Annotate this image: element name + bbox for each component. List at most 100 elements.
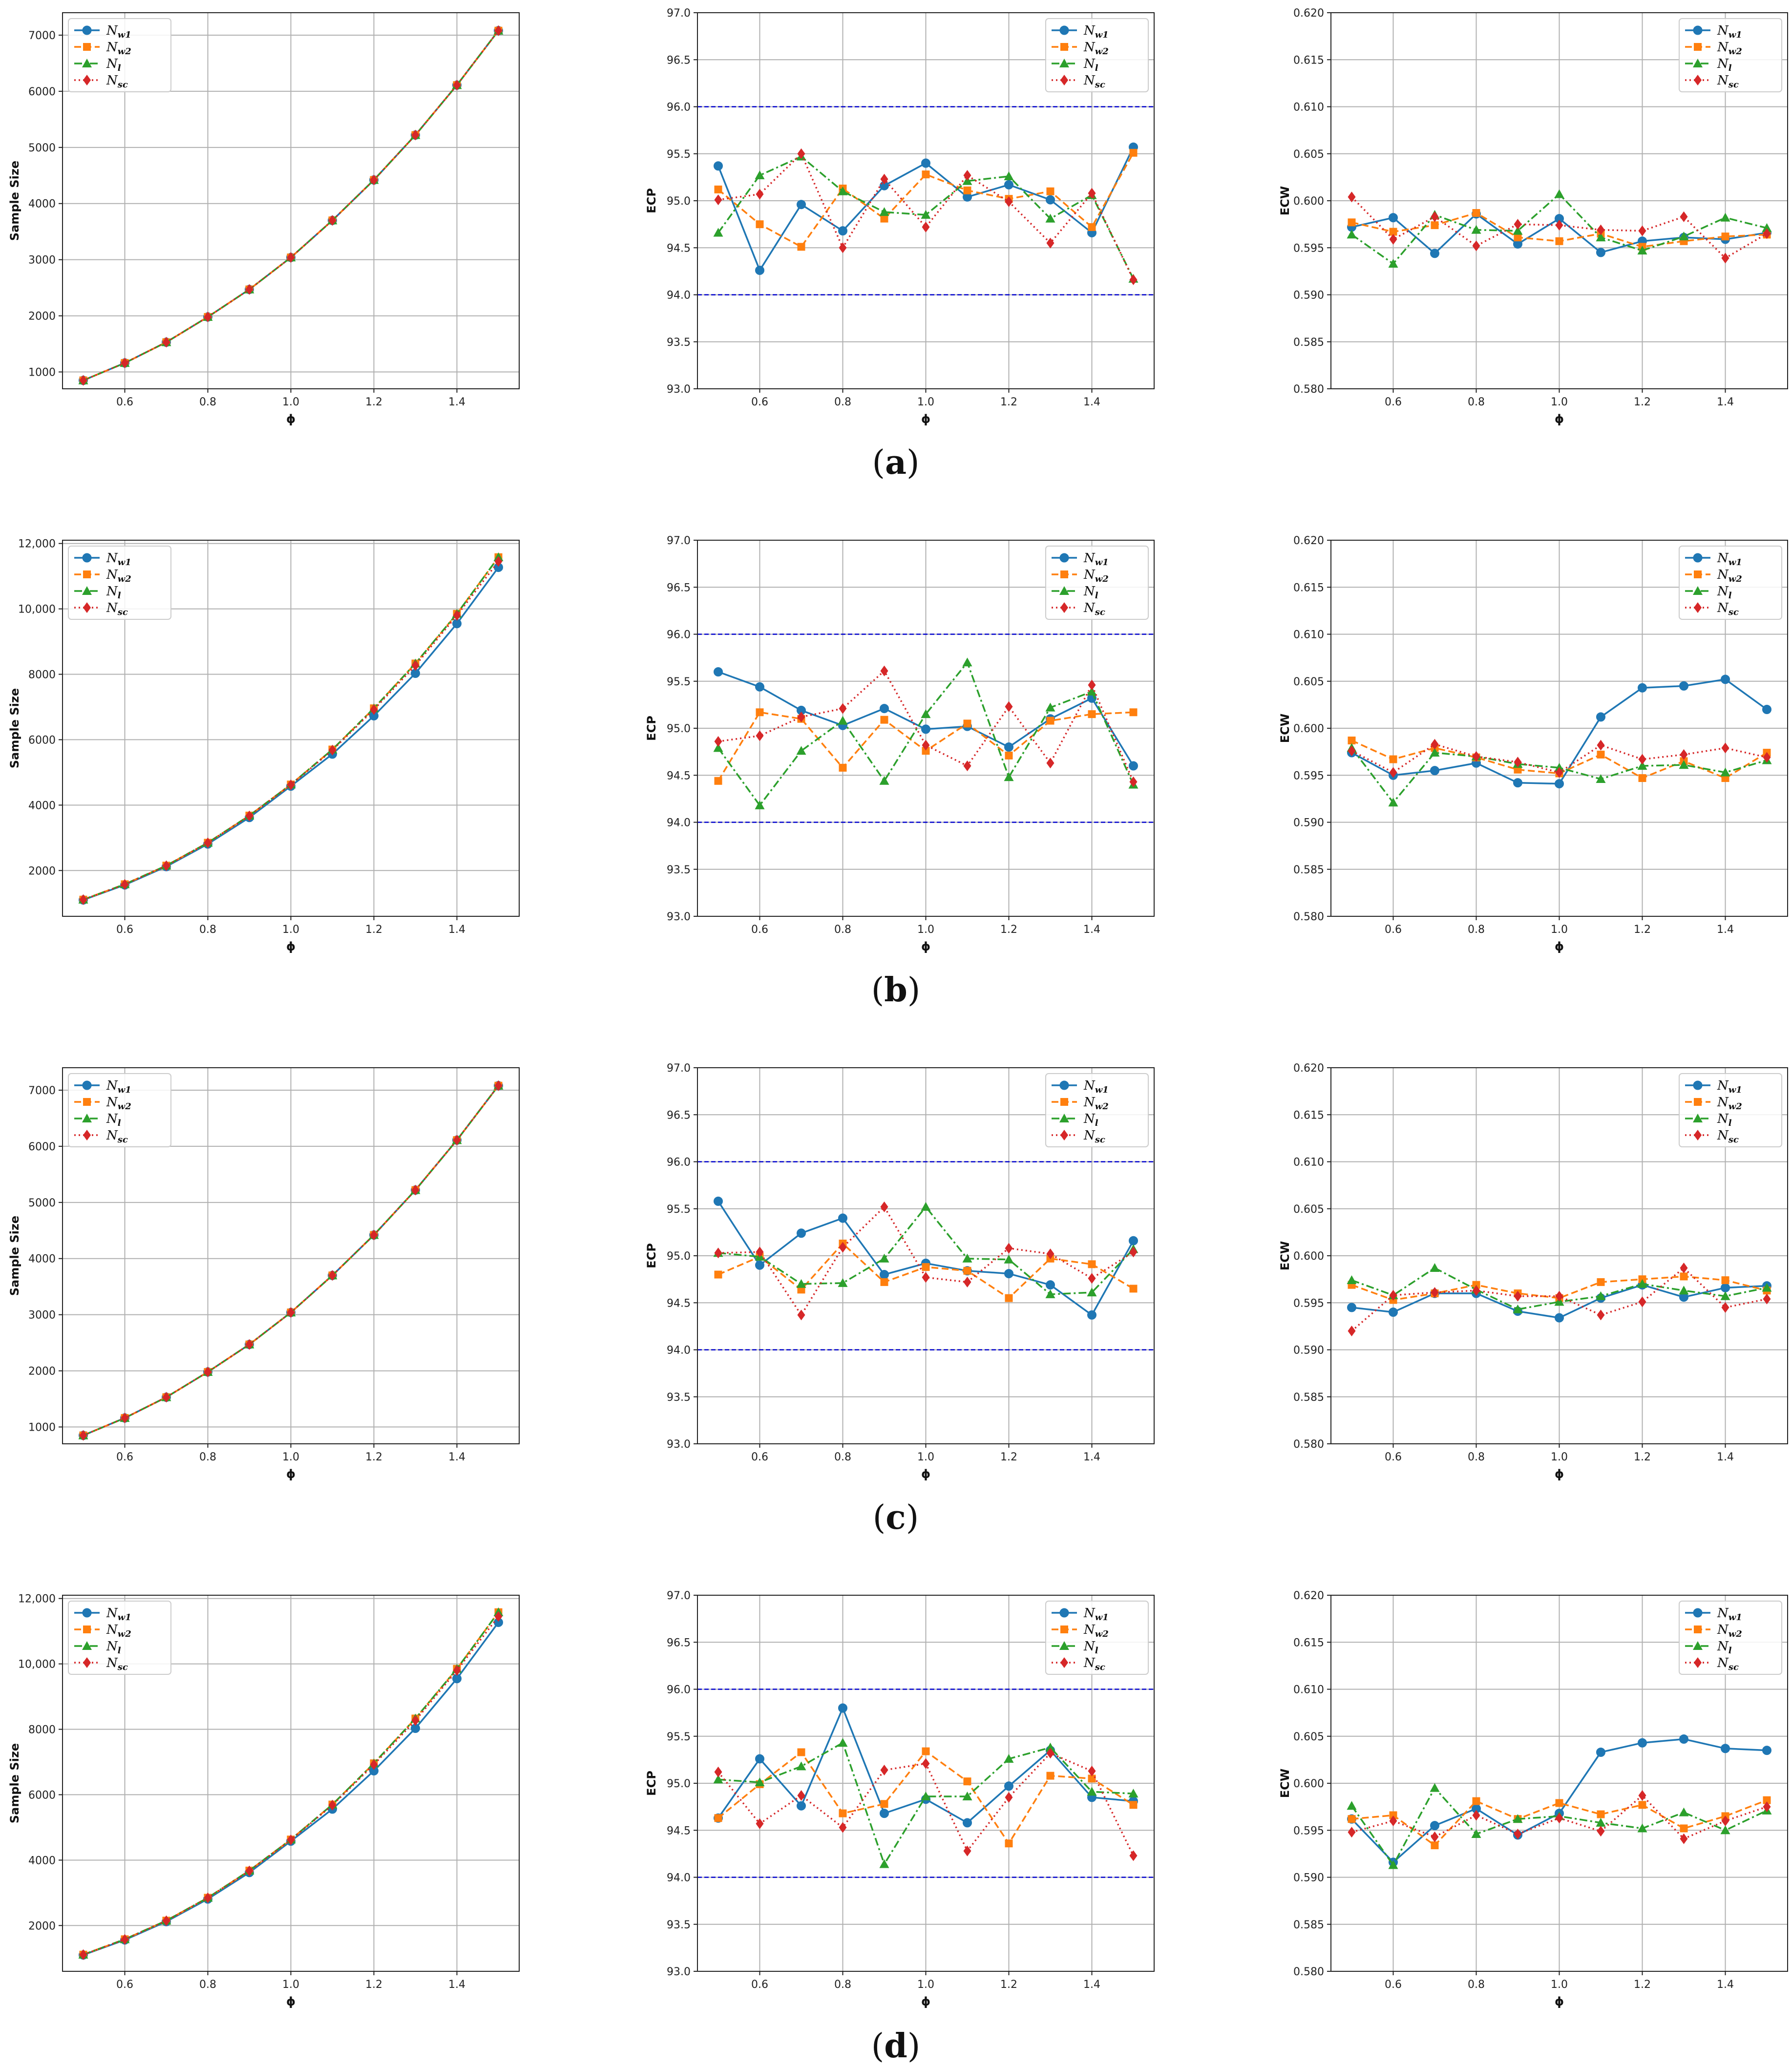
series-line-Nw2 xyxy=(1351,1799,1768,1847)
data-point-Nw1 xyxy=(797,1228,806,1238)
y-tick-label: 0.615 xyxy=(1293,1109,1324,1121)
data-point-Nw1 xyxy=(1679,681,1688,691)
data-point-Nl xyxy=(1347,1801,1357,1810)
y-tick-label: 0.590 xyxy=(1293,817,1324,829)
data-point-Nsc xyxy=(963,760,971,771)
y-tick-label: 3000 xyxy=(28,1309,56,1322)
y-tick-label: 7000 xyxy=(28,1085,56,1097)
data-point-Nl xyxy=(713,743,723,752)
legend-label-Nsc: Nsc xyxy=(1083,601,1105,617)
y-axis-label: ECW xyxy=(1278,186,1292,215)
legend-marker-Nw2 xyxy=(1060,570,1068,578)
legend-marker-Nw2 xyxy=(83,570,91,578)
legend-box xyxy=(68,1073,171,1147)
legend-box xyxy=(1679,18,1782,92)
data-point-Nl xyxy=(1128,1789,1138,1798)
legend-label-Nl: Nl xyxy=(106,584,121,601)
legend-marker-Nw2 xyxy=(1060,43,1068,51)
x-tick-label: 1.4 xyxy=(448,1979,465,1991)
data-point-Nw1 xyxy=(1046,195,1055,205)
y-tick-label: 97.0 xyxy=(667,535,691,547)
data-point-Nsc xyxy=(1348,191,1356,203)
data-point-Nl xyxy=(755,170,765,180)
data-point-Nw1 xyxy=(755,1754,764,1764)
data-point-Nsc xyxy=(453,1665,461,1676)
data-point-Nl xyxy=(838,186,848,195)
row-label-b: (b) xyxy=(871,971,921,1010)
x-tick-label: 1.2 xyxy=(1000,1979,1017,1991)
legend-marker-Nw1 xyxy=(1693,1608,1703,1618)
x-tick-label: 0.8 xyxy=(1468,1451,1485,1463)
chart-c-size: 0.6 0.8 1.0 1.2 1.4 1000 2000 3000 4000 5000 6000 7… xyxy=(8,1067,520,1481)
legend-label-Nsc: Nsc xyxy=(1083,1128,1105,1145)
data-point-Nsc xyxy=(1046,1748,1054,1759)
y-tick-label: 3000 xyxy=(28,254,56,267)
data-point-Nw2 xyxy=(1389,1811,1397,1819)
legend-label-Nsc: Nsc xyxy=(106,601,128,617)
y-axis-label: ECW xyxy=(1278,1241,1292,1270)
x-tick-label: 1.2 xyxy=(1634,1451,1651,1463)
data-point-Nl xyxy=(879,776,889,785)
x-tick-label: 0.6 xyxy=(751,1451,768,1463)
data-point-Nw1 xyxy=(880,1809,889,1818)
data-point-Nsc xyxy=(1431,1287,1439,1298)
data-point-Nsc xyxy=(839,703,847,714)
chart-grid: 0.6 0.8 1.0 1.2 1.4 1000 2000 3000 4000 5000 6000 7… xyxy=(8,7,1788,2008)
x-tick-label: 1.0 xyxy=(282,924,299,936)
x-tick-label: 1.4 xyxy=(1717,1979,1734,1991)
y-axis-label: Sample Size xyxy=(8,161,21,241)
x-tick-label: 1.0 xyxy=(917,924,934,936)
legend-marker-Nsc xyxy=(1694,1657,1702,1668)
data-point-Nw2 xyxy=(1638,1801,1646,1809)
data-point-Nw2 xyxy=(1005,1839,1013,1848)
x-tick-label: 1.2 xyxy=(365,1451,382,1463)
y-tick-label: 0.610 xyxy=(1293,102,1324,114)
data-point-Nl xyxy=(1679,1807,1689,1816)
data-point-Nl xyxy=(838,1738,848,1747)
legend-label-Nw1: Nw1 xyxy=(1083,1606,1109,1623)
legend-label-Nl: Nl xyxy=(106,1112,121,1128)
data-point-Nsc xyxy=(370,1229,378,1241)
x-tick-label: 0.6 xyxy=(751,924,768,936)
data-point-Nw1 xyxy=(880,1270,889,1279)
data-point-Nw2 xyxy=(1472,1797,1480,1805)
data-point-Nw2 xyxy=(714,185,722,193)
y-tick-label: 0.585 xyxy=(1293,864,1324,876)
data-point-Nw2 xyxy=(1597,1278,1605,1286)
data-point-Nw2 xyxy=(922,747,930,755)
data-point-Nsc xyxy=(1638,225,1646,236)
data-point-Nl xyxy=(755,1777,765,1787)
legend-marker-Nsc xyxy=(83,602,91,613)
x-tick-label: 1.0 xyxy=(1551,396,1568,408)
data-point-Nsc xyxy=(411,129,420,141)
x-axis-label: ϕ xyxy=(286,940,295,953)
data-point-Nw2 xyxy=(922,170,930,179)
data-point-Nl xyxy=(1762,1283,1772,1292)
data-point-Nw2 xyxy=(1680,1824,1688,1833)
y-axis-label: ECW xyxy=(1278,1769,1292,1798)
y-tick-label: 96.5 xyxy=(667,54,691,66)
data-point-Nw2 xyxy=(1129,148,1138,157)
legend-marker-Nw2 xyxy=(83,1626,91,1633)
data-point-Nsc xyxy=(1721,1302,1729,1313)
data-point-Nw2 xyxy=(1514,233,1522,242)
y-tick-label: 1000 xyxy=(28,367,56,379)
data-point-Nw1 xyxy=(714,1196,723,1206)
y-tick-label: 95.0 xyxy=(667,723,691,735)
data-point-Nl xyxy=(1720,1291,1730,1300)
y-tick-label: 0.580 xyxy=(1293,1966,1324,1978)
data-point-Nsc xyxy=(880,173,888,185)
data-point-Nw2 xyxy=(963,1777,971,1786)
data-point-Nsc xyxy=(453,610,461,621)
y-tick-label: 95.5 xyxy=(667,1203,691,1216)
data-point-Nsc xyxy=(328,744,337,756)
series-line-Nsc xyxy=(1351,196,1768,259)
data-point-Nsc xyxy=(839,1242,847,1253)
data-point-Nw2 xyxy=(880,716,888,724)
data-point-Nsc xyxy=(1431,1831,1439,1842)
data-point-Nl xyxy=(1637,1823,1647,1833)
data-point-Nl xyxy=(1045,1289,1055,1298)
legend-box xyxy=(1045,1601,1149,1675)
data-point-Nl xyxy=(1430,748,1440,757)
data-point-Nw2 xyxy=(1763,1796,1771,1804)
